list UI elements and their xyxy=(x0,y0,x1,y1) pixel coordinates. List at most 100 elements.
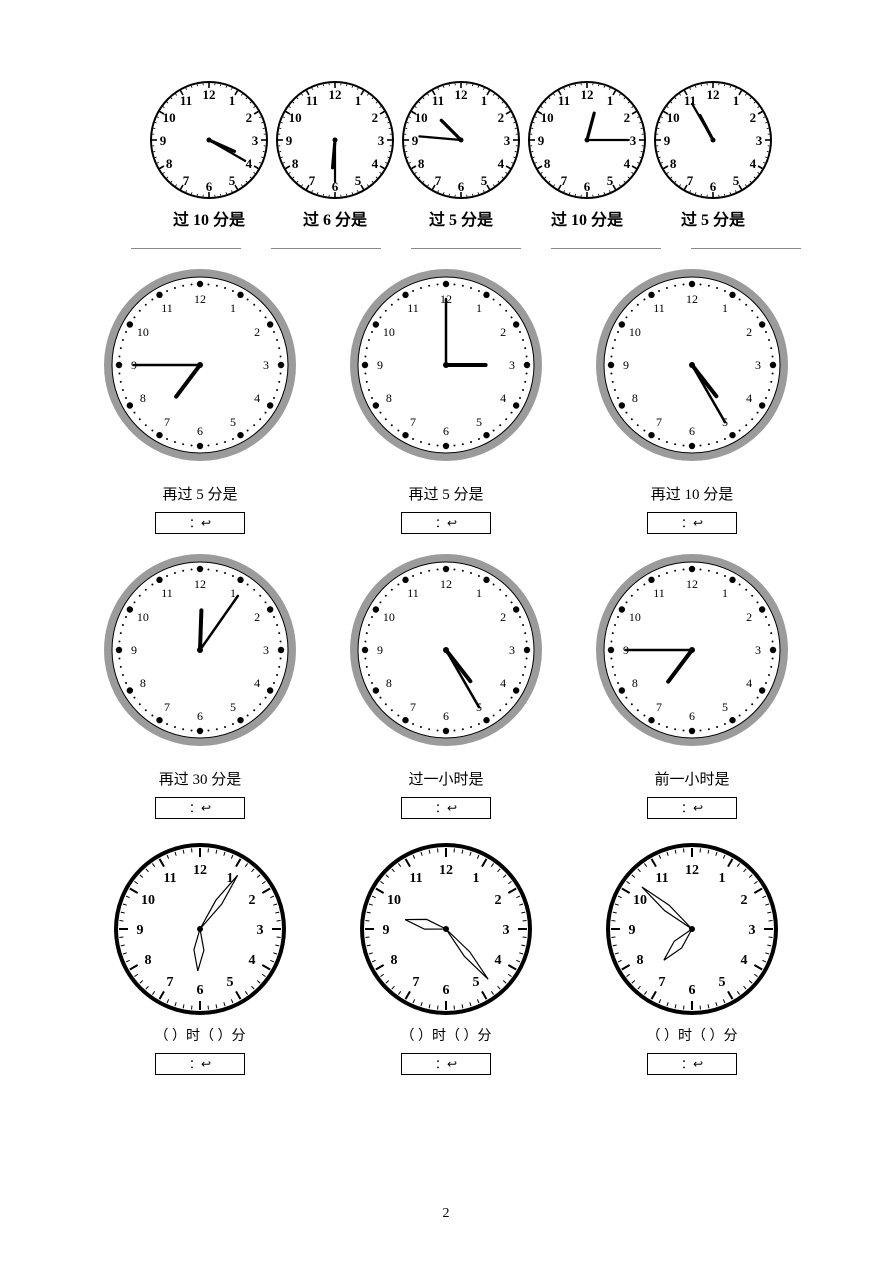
answer-box-1-2[interactable]: ：↩ xyxy=(647,797,737,819)
svg-text:12: 12 xyxy=(194,577,206,591)
svg-text:2: 2 xyxy=(746,610,752,624)
svg-text:8: 8 xyxy=(637,953,644,968)
answer-box-0-1[interactable]: ：↩ xyxy=(401,512,491,534)
grey-clock-1-2: 123456789101112前一小时是：↩ xyxy=(592,552,792,819)
svg-text:4: 4 xyxy=(740,953,747,968)
svg-text:3: 3 xyxy=(504,133,511,148)
svg-text:11: 11 xyxy=(432,93,444,108)
svg-text:5: 5 xyxy=(230,415,236,429)
svg-text:8: 8 xyxy=(544,156,551,171)
svg-text:2: 2 xyxy=(248,893,255,908)
svg-text:8: 8 xyxy=(140,676,146,690)
svg-text:12: 12 xyxy=(193,863,207,878)
grey-clock-0-1: 123456789101112再过 5 分是：↩ xyxy=(346,267,546,534)
svg-text:6: 6 xyxy=(689,709,695,723)
svg-text:1: 1 xyxy=(476,586,482,600)
svg-text:1: 1 xyxy=(722,586,728,600)
svg-text:6: 6 xyxy=(710,179,717,194)
svg-text:12: 12 xyxy=(581,87,594,102)
answer-box-1-1[interactable]: ：↩ xyxy=(401,797,491,819)
svg-text:4: 4 xyxy=(750,156,757,171)
svg-text:12: 12 xyxy=(686,577,698,591)
row4-box-1[interactable]: ：↩ xyxy=(401,1053,491,1075)
svg-text:9: 9 xyxy=(131,643,137,657)
svg-text:5: 5 xyxy=(476,415,482,429)
grey-row-1: 123456789101112再过 30 分是：↩123456789101112… xyxy=(90,552,802,819)
worksheet-page: 123456789101112过 10 分是123456789101112过 6… xyxy=(0,0,892,1115)
svg-text:8: 8 xyxy=(670,156,677,171)
grey-clock-0-0: 123456789101112再过 5 分是：↩ xyxy=(100,267,300,534)
svg-text:6: 6 xyxy=(197,424,203,438)
svg-text:9: 9 xyxy=(629,923,636,938)
svg-text:11: 11 xyxy=(409,871,422,886)
svg-text:1: 1 xyxy=(722,301,728,315)
row1-label-2: 过 5 分是 xyxy=(401,206,521,230)
svg-text:7: 7 xyxy=(656,700,662,714)
answer-box-1-0[interactable]: ：↩ xyxy=(155,797,245,819)
svg-text:7: 7 xyxy=(413,975,420,990)
row4-box-2[interactable]: ：↩ xyxy=(647,1053,737,1075)
svg-text:10: 10 xyxy=(137,610,149,624)
row1-clock-4: 123456789101112过 5 分是 xyxy=(653,80,773,230)
svg-text:2: 2 xyxy=(500,325,506,339)
svg-text:8: 8 xyxy=(386,676,392,690)
svg-text:10: 10 xyxy=(163,110,176,125)
grey-caption-1-2: 前一小时是 xyxy=(592,768,792,789)
svg-text:3: 3 xyxy=(378,133,385,148)
svg-text:6: 6 xyxy=(689,983,696,998)
svg-text:9: 9 xyxy=(623,358,629,372)
svg-text:6: 6 xyxy=(443,424,449,438)
page-number: 2 xyxy=(0,1206,892,1222)
row1-label-0: 过 10 分是 xyxy=(149,206,269,230)
row4-box-0[interactable]: ：↩ xyxy=(155,1053,245,1075)
svg-text:8: 8 xyxy=(140,391,146,405)
svg-text:10: 10 xyxy=(387,893,401,908)
svg-text:12: 12 xyxy=(685,863,699,878)
svg-text:4: 4 xyxy=(746,676,752,690)
svg-text:1: 1 xyxy=(733,93,740,108)
svg-text:6: 6 xyxy=(206,179,213,194)
svg-text:9: 9 xyxy=(412,133,419,148)
svg-text:9: 9 xyxy=(137,923,144,938)
svg-text:2: 2 xyxy=(624,110,631,125)
answer-box-0-2[interactable]: ：↩ xyxy=(647,512,737,534)
svg-text:5: 5 xyxy=(227,975,234,990)
row1-underlines xyxy=(130,248,802,249)
svg-text:11: 11 xyxy=(407,586,419,600)
row1-clock-3: 123456789101112过 10 分是 xyxy=(527,80,647,230)
svg-text:3: 3 xyxy=(756,133,763,148)
svg-text:3: 3 xyxy=(509,643,515,657)
svg-text:4: 4 xyxy=(254,391,260,405)
svg-text:2: 2 xyxy=(254,610,260,624)
row1-clocks: 123456789101112过 10 分是123456789101112过 6… xyxy=(120,80,802,230)
svg-text:7: 7 xyxy=(164,700,170,714)
svg-text:8: 8 xyxy=(418,156,425,171)
svg-text:10: 10 xyxy=(629,325,641,339)
svg-text:4: 4 xyxy=(246,156,253,171)
svg-text:9: 9 xyxy=(383,923,390,938)
grey-clock-1-0: 123456789101112再过 30 分是：↩ xyxy=(100,552,300,819)
svg-text:4: 4 xyxy=(498,156,505,171)
svg-text:2: 2 xyxy=(746,325,752,339)
grey-clock-1-1: 123456789101112过一小时是：↩ xyxy=(346,552,546,819)
svg-text:2: 2 xyxy=(750,110,757,125)
answer-box-0-0[interactable]: ：↩ xyxy=(155,512,245,534)
grey-caption-1-1: 过一小时是 xyxy=(346,768,546,789)
svg-text:11: 11 xyxy=(655,871,668,886)
svg-text:12: 12 xyxy=(439,863,453,878)
row4-label-0: （ ）时（ ）分 xyxy=(100,1025,300,1045)
svg-text:3: 3 xyxy=(630,133,637,148)
svg-text:3: 3 xyxy=(509,358,515,372)
svg-text:11: 11 xyxy=(180,93,192,108)
svg-text:1: 1 xyxy=(230,301,236,315)
svg-text:4: 4 xyxy=(494,953,501,968)
svg-text:7: 7 xyxy=(410,700,416,714)
svg-text:3: 3 xyxy=(257,923,264,938)
svg-text:10: 10 xyxy=(633,893,647,908)
row1-clock-0: 123456789101112过 10 分是 xyxy=(149,80,269,230)
svg-text:7: 7 xyxy=(167,975,174,990)
svg-text:10: 10 xyxy=(667,110,680,125)
row1-clock-1: 123456789101112过 6 分是 xyxy=(275,80,395,230)
svg-text:9: 9 xyxy=(286,133,293,148)
svg-text:8: 8 xyxy=(386,391,392,405)
